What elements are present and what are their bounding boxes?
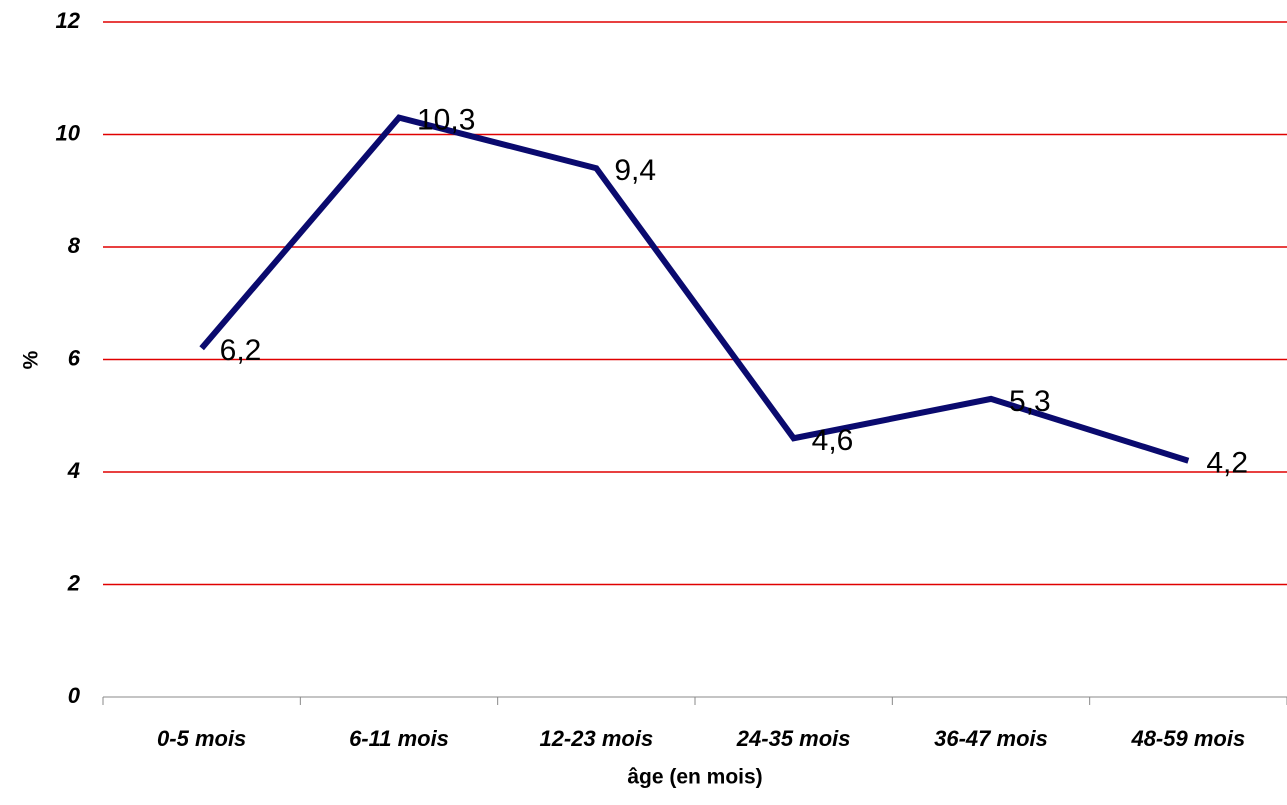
x-tick-label: 12-23 mois	[539, 726, 653, 751]
data-line	[199, 114, 1190, 464]
data-label: 4,6	[812, 424, 854, 457]
data-label: 4,2	[1206, 447, 1248, 480]
y-tick-label: 2	[67, 570, 81, 595]
data-label: 9,4	[614, 154, 656, 187]
x-axis-title: âge (en mois)	[627, 766, 762, 789]
y-tick-label: 10	[56, 120, 81, 145]
y-tick-label: 0	[68, 683, 81, 708]
x-tick-label: 6-11 mois	[349, 726, 449, 751]
y-tick-label: 8	[68, 233, 81, 258]
y-axis-title: %	[20, 350, 43, 369]
x-tick-label: 0-5 mois	[157, 726, 246, 751]
x-tick-label: 36-47 mois	[934, 726, 1048, 751]
y-tick-label: 6	[68, 345, 81, 370]
data-label: 5,3	[1009, 385, 1051, 418]
y-tick-label: 12	[56, 8, 81, 33]
data-label: 10,3	[417, 104, 475, 137]
data-label: 6,2	[220, 334, 262, 367]
x-tick-label: 48-59 mois	[1130, 726, 1245, 751]
y-tick-label: 4	[67, 458, 80, 483]
x-tick-label: 24-35 mois	[736, 726, 851, 751]
